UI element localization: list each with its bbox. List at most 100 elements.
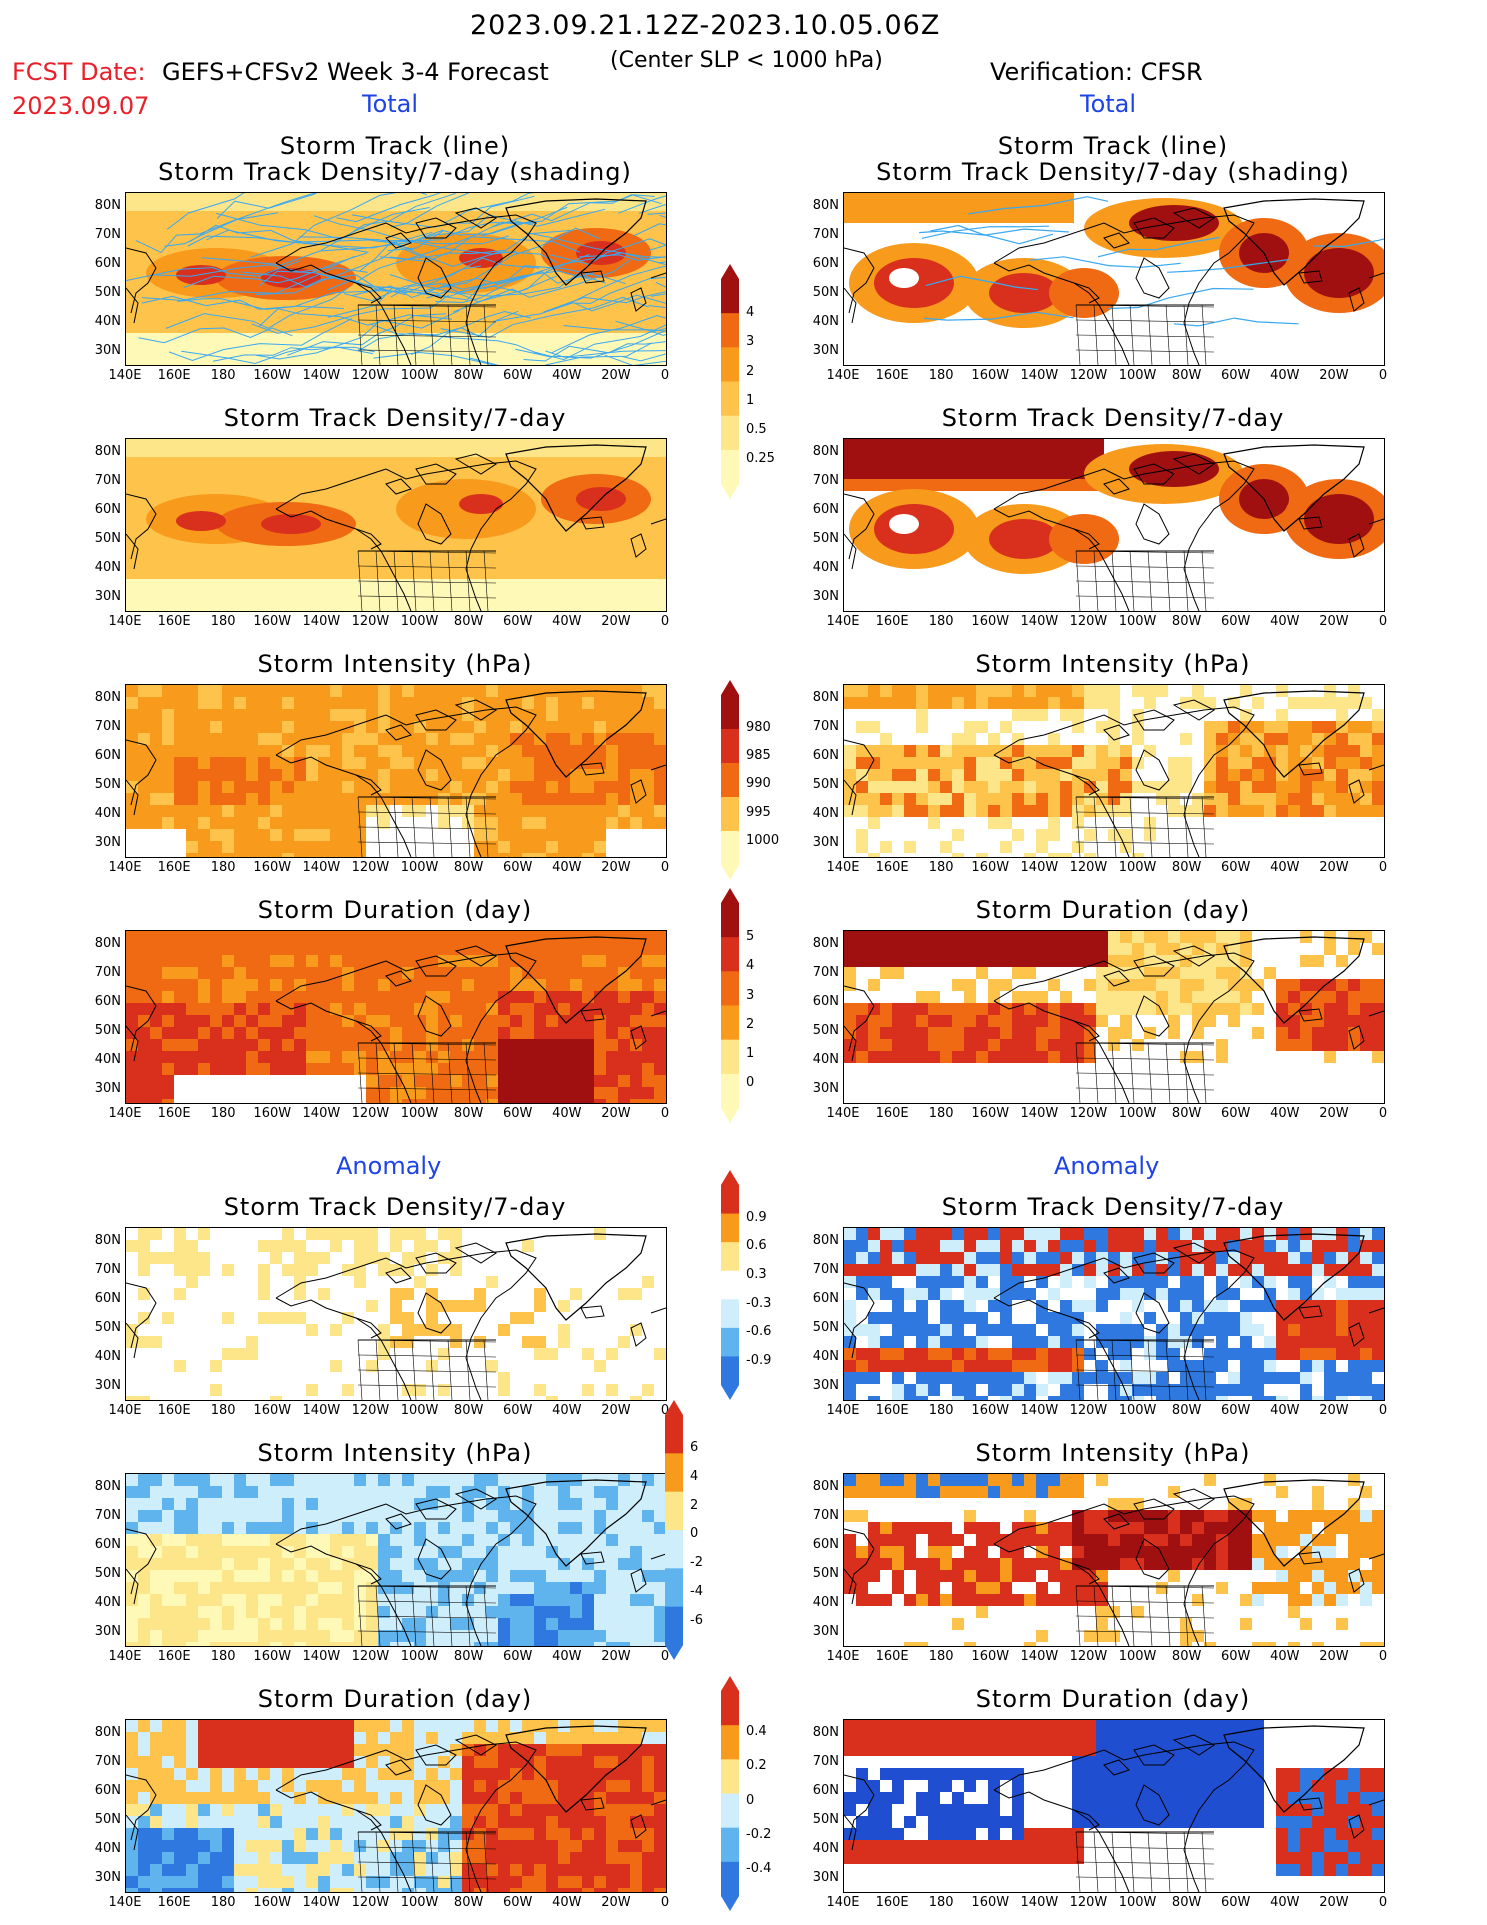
map-panel-density-anom-right	[843, 1227, 1385, 1401]
lat-tick-label: 80N	[94, 198, 121, 213]
colorbar-label: 0.2	[746, 1758, 767, 1774]
lat-tick-label: 30N	[94, 835, 121, 850]
map-canvas	[844, 1228, 1384, 1400]
lat-tick-label: 40N	[812, 1052, 839, 1067]
lat-tick-label: 70N	[812, 1508, 839, 1523]
colorbar-swatch	[721, 1299, 739, 1329]
fcst-date-label: FCST Date:	[12, 58, 146, 86]
lat-tick-label: 50N	[94, 1023, 121, 1038]
colorbar-label: 0.25	[746, 451, 775, 467]
lon-tick-label: 100W	[400, 1106, 439, 1121]
panel-title-density-anom-left: Storm Track Density/7-day	[223, 1193, 567, 1221]
lon-tick-label: 0	[1378, 860, 1388, 875]
lon-tick-label: 180	[928, 614, 954, 629]
lon-tick-label: 40W	[552, 1895, 582, 1910]
colorbar-label: 995	[746, 804, 771, 820]
lon-tick-label: 140E	[108, 1403, 142, 1418]
colorbar-swatch	[665, 1415, 683, 1454]
lon-tick-label: 0	[1378, 614, 1388, 629]
lat-tick-label: 60N	[94, 256, 121, 271]
lon-tick-label: 20W	[1319, 614, 1349, 629]
lat-tick-label: 30N	[94, 1624, 121, 1639]
lat-tick-label: 60N	[94, 1783, 121, 1798]
map-canvas	[126, 1474, 666, 1646]
lon-tick-label: 160W	[971, 1895, 1010, 1910]
lon-tick-label: 40W	[1270, 368, 1300, 383]
colorbar-swatch	[721, 1073, 739, 1109]
lon-tick-label: 80W	[453, 614, 484, 629]
lon-tick-label: 140W	[302, 1895, 341, 1910]
panel-title-density-right: Storm Track Density/7-day	[941, 404, 1285, 432]
lat-tick-label: 70N	[94, 965, 121, 980]
lon-tick-label: 100W	[400, 368, 439, 383]
map-panel-duration-anom-right	[843, 1719, 1385, 1893]
lon-tick-label: 80W	[453, 1649, 484, 1664]
lat-tick-label: 80N	[812, 444, 839, 459]
lat-tick-label: 60N	[812, 1537, 839, 1552]
criterion-title: (Center SLP < 1000 hPa)	[610, 48, 883, 73]
lon-tick-label: 80W	[453, 1403, 484, 1418]
lat-tick-label: 40N	[812, 560, 839, 575]
lon-tick-label: 140E	[826, 1106, 860, 1121]
lon-tick-label: 140W	[1020, 1403, 1059, 1418]
lat-tick-label: 40N	[812, 1595, 839, 1610]
lat-tick-label: 70N	[812, 1754, 839, 1769]
map-canvas	[844, 439, 1384, 611]
lat-tick-label: 50N	[812, 531, 839, 546]
colorbar-swatch	[721, 1725, 739, 1760]
colorbar-label: 1	[746, 392, 755, 408]
lon-tick-label: 140E	[108, 860, 142, 875]
colorbar-bottom-arrow	[721, 484, 739, 499]
lat-tick-label: 60N	[812, 256, 839, 271]
lon-tick-label: 140W	[1020, 860, 1059, 875]
colorbar-bottom-arrow	[721, 1108, 739, 1123]
lon-tick-label: 0	[1378, 368, 1388, 383]
lat-tick-label: 30N	[94, 1870, 121, 1885]
map-panel-track-left	[125, 192, 667, 366]
colorbar-label: 0.3	[746, 1267, 767, 1282]
lat-tick-label: 50N	[812, 1320, 839, 1335]
colorbar-swatch	[721, 347, 739, 382]
coastline	[126, 1725, 666, 1892]
lat-tick-label: 80N	[812, 1233, 839, 1248]
coastline	[126, 1233, 666, 1400]
lon-tick-label: 180	[210, 1403, 236, 1418]
colorbar-swatches	[721, 1676, 739, 1911]
lat-tick-label: 80N	[812, 1479, 839, 1494]
lon-tick-label: 140W	[1020, 614, 1059, 629]
lon-tick-label: 80W	[453, 1895, 484, 1910]
colorbar-swatch	[721, 279, 739, 314]
lon-tick-label: 160E	[157, 1649, 191, 1664]
lat-tick-label: 70N	[812, 227, 839, 242]
lat-tick-label: 50N	[94, 285, 121, 300]
lon-tick-label: 140W	[1020, 1895, 1059, 1910]
model-title: GEFS+CFSv2 Week 3-4 Forecast	[162, 58, 549, 86]
lon-tick-label: 120W	[1069, 614, 1108, 629]
lon-tick-label: 100W	[1118, 1106, 1157, 1121]
colorbar-label: 1000	[746, 832, 780, 848]
colorbar-label: 6	[690, 1440, 699, 1456]
lon-tick-label: 120W	[1069, 368, 1108, 383]
lon-tick-label: 60W	[503, 860, 533, 875]
lon-tick-label: 60W	[1221, 1403, 1251, 1418]
lat-tick-label: 30N	[812, 835, 839, 850]
coastline	[844, 444, 1384, 611]
colorbar-label: -0.6	[746, 1324, 772, 1340]
lon-tick-label: 20W	[601, 1403, 631, 1418]
lon-tick-label: 120W	[351, 1106, 390, 1121]
lat-tick-label: 60N	[94, 748, 121, 763]
colorbar-duration_total	[718, 888, 742, 1127]
lon-tick-label: 120W	[351, 1895, 390, 1910]
colorbar-bottom-arrow	[721, 1896, 739, 1911]
lon-tick-label: 20W	[601, 368, 631, 383]
colorbar-swatch	[721, 1827, 739, 1863]
lat-tick-label: 80N	[94, 1233, 121, 1248]
colorbar-swatch	[721, 763, 739, 798]
lat-tick-label: 60N	[812, 748, 839, 763]
map-canvas	[844, 931, 1384, 1103]
lon-tick-label: 140E	[108, 1106, 142, 1121]
lon-tick-label: 60W	[1221, 614, 1251, 629]
panel-title-track-line-right: Storm Track (line)	[997, 132, 1229, 160]
lon-tick-label: 100W	[1118, 1649, 1157, 1664]
colorbar-swatch	[721, 313, 739, 348]
